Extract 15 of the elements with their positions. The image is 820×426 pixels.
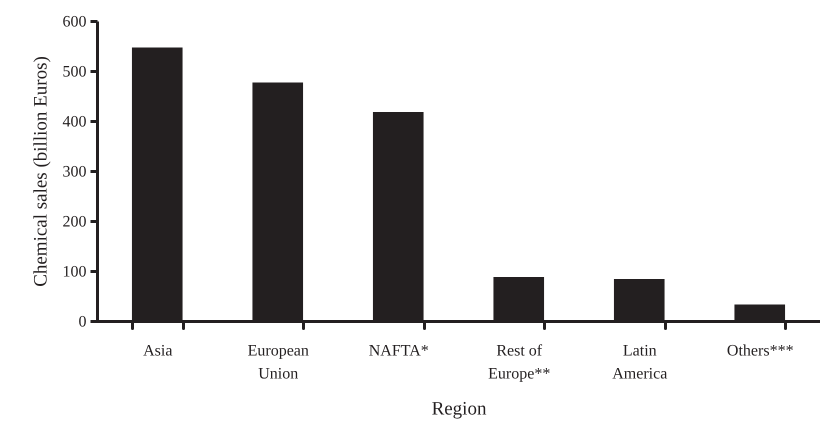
- y-tick-label: 0: [78, 314, 86, 330]
- y-tick-label: 600: [62, 14, 86, 30]
- y-tick-label: 200: [62, 214, 86, 230]
- x-tick-label: Latin America: [612, 342, 668, 382]
- x-tick-label: Others***: [726, 342, 794, 360]
- x-axis-title: Region: [432, 398, 487, 420]
- x-tick-label: European Union: [248, 342, 309, 382]
- x-tick-label: Rest of Europe**: [488, 342, 550, 382]
- y-tick-label: 500: [62, 64, 86, 80]
- y-axis-title: Chemical sales (billion Euros): [30, 56, 52, 287]
- y-tick-label: 100: [62, 264, 86, 280]
- x-tick-label: Asia: [143, 342, 172, 360]
- y-tick-label: 300: [62, 164, 86, 180]
- x-tick-label: NAFTA*: [368, 342, 429, 360]
- y-tick-label: 400: [62, 114, 86, 130]
